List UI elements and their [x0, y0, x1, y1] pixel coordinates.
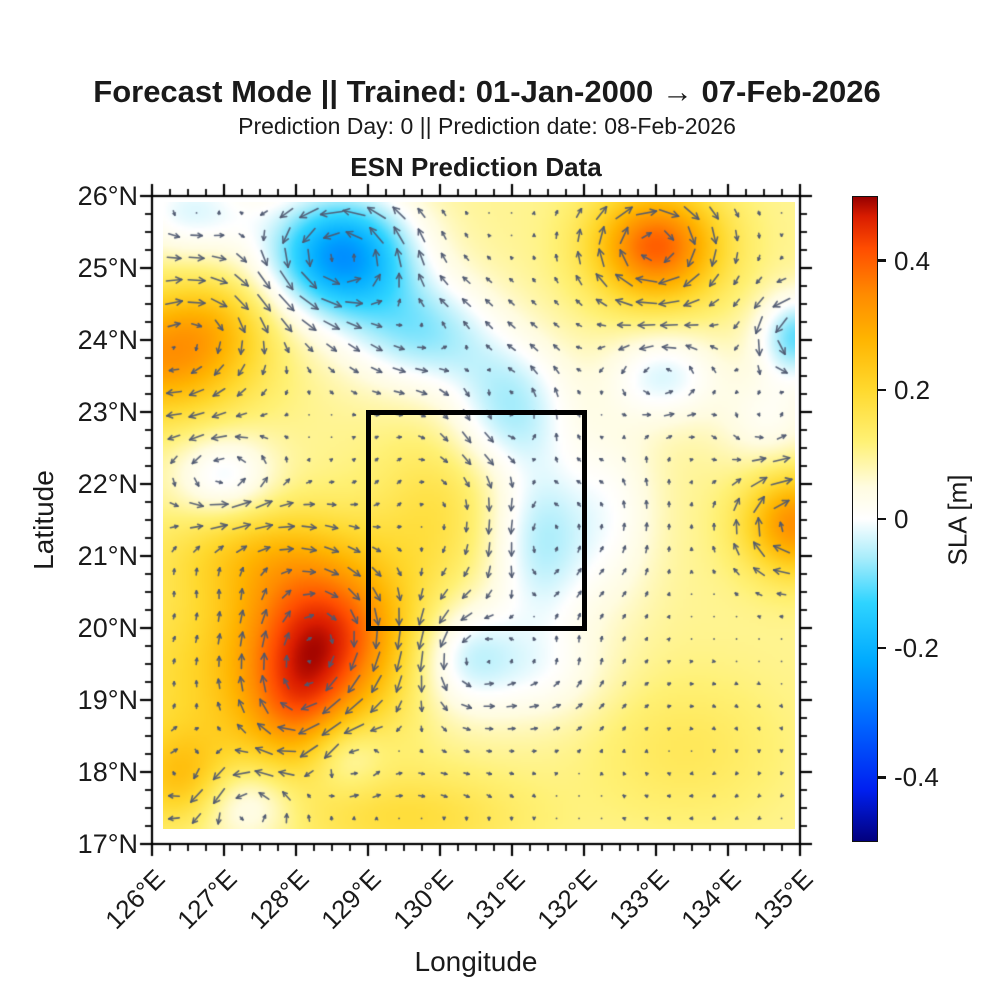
colorbar [852, 196, 878, 842]
prediction-region-box [365, 409, 587, 631]
colorbar-axis-label: SLA [m] [942, 474, 973, 566]
y-tick-label: 17°N [77, 829, 138, 859]
colorbar-tick [878, 776, 886, 779]
colorbar-tick [878, 517, 886, 521]
y-tick-label: 19°N [77, 685, 138, 715]
colorbar-tick [878, 388, 886, 392]
y-tick-label: 18°N [77, 757, 138, 787]
colorbar-tick-label: -0.2 [894, 633, 939, 664]
colorbar-tick [878, 646, 886, 650]
colorbar-tick-label: 0.4 [894, 245, 931, 276]
y-axis-label: Latitude [28, 470, 59, 570]
y-tick-label: 24°N [77, 325, 138, 355]
colorbar-tick-label: -0.4 [894, 762, 939, 793]
y-tick-label: 20°N [77, 613, 138, 643]
colorbar-tick [878, 259, 886, 262]
colorbar-tick-label: 0 [894, 504, 909, 534]
y-tick-label: 22°N [77, 469, 138, 499]
x-axis-label: Longitude [414, 946, 538, 977]
y-tick-label: 23°N [77, 397, 138, 427]
colorbar-tick-label: 0.2 [894, 374, 931, 405]
y-tick-label: 26°N [77, 181, 138, 211]
y-tick-label: 21°N [77, 541, 138, 571]
y-tick-label: 25°N [77, 253, 138, 283]
